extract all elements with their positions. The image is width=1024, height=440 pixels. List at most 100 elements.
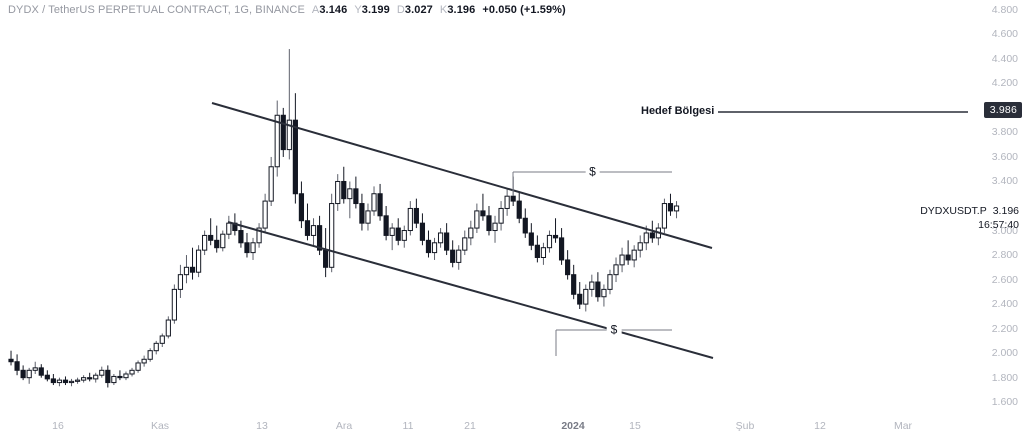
price-change: +0.050 (+1.59%) — [482, 4, 566, 16]
price-tick: 1.800 — [991, 371, 1018, 384]
last-price-value: 3.196 — [992, 205, 1019, 217]
candle-up — [274, 114, 280, 168]
candle-down — [450, 249, 456, 263]
candle-up — [540, 247, 547, 258]
price-tick: 3.400 — [991, 175, 1018, 188]
candle-up — [401, 230, 407, 241]
price-scale[interactable]: 4.800 4.600 4.400 4.200 3.800 3.600 3.400 3.000… — [968, 0, 1024, 412]
candle-down — [510, 195, 516, 202]
candle-up — [504, 195, 510, 209]
candle-down — [359, 203, 365, 224]
candle-down — [208, 234, 214, 241]
candle-up — [643, 232, 649, 244]
candle-up — [583, 288, 589, 305]
candle-down — [38, 367, 44, 376]
candle-down — [516, 200, 522, 219]
last-price-symbol: DYDXUSDT.P — [920, 205, 987, 217]
time-tick: 13 — [256, 420, 268, 432]
candle-down — [8, 358, 14, 363]
trendline-upper-channel[interactable] — [211, 102, 713, 249]
candle-up — [474, 210, 480, 229]
candle-series — [8, 49, 680, 388]
candle-up — [123, 373, 129, 379]
chart-legend[interactable]: DYDX / TetherUS PERPETUAL CONTRACT, 1G, … — [8, 3, 566, 17]
candle-down — [528, 232, 534, 246]
candlestick-canvas — [8, 49, 968, 388]
candle-up — [661, 203, 668, 229]
candle-down — [105, 369, 111, 384]
candle-down — [20, 369, 26, 379]
candle-up — [546, 234, 553, 249]
candle-up — [32, 367, 38, 371]
candle-down — [377, 193, 383, 217]
candle-up — [171, 288, 177, 321]
candle-up — [202, 234, 208, 251]
candle-up — [153, 342, 159, 352]
candle-up — [286, 119, 292, 151]
ohlc-values: A 3.146 Y 3.199 D 3.027 K 3.196 — [312, 3, 482, 17]
candle-up — [589, 281, 595, 290]
price-tick: 2.800 — [991, 249, 1018, 262]
candle-up — [159, 335, 165, 344]
candle-up — [431, 242, 438, 254]
candle-down — [62, 379, 69, 384]
candle-up — [93, 374, 99, 380]
candle-down — [571, 274, 577, 295]
price-tick: 4.800 — [991, 3, 1018, 16]
candle-down — [444, 232, 450, 251]
candle-up — [26, 369, 32, 379]
candle-up — [165, 319, 171, 337]
candle-down — [558, 237, 565, 261]
candle-up — [619, 254, 625, 266]
candle-up — [268, 166, 274, 202]
price-tick: 2.000 — [991, 347, 1018, 360]
candle-up — [129, 369, 135, 375]
time-tick: 2024 — [561, 420, 585, 432]
drawing-tools — [211, 102, 968, 359]
price-tick: 2.200 — [991, 322, 1018, 335]
candle-down — [244, 242, 250, 254]
price-tick: 3.600 — [991, 150, 1018, 163]
candle-down — [14, 361, 20, 371]
ohlc-key-high: Y — [354, 4, 362, 16]
price-tick: 4.600 — [991, 28, 1018, 41]
ohlc-key-low: D — [396, 4, 405, 16]
candle-down — [214, 239, 220, 249]
price-tick: 3.800 — [991, 126, 1018, 139]
candle-down — [44, 374, 50, 380]
candle-up — [492, 222, 498, 232]
candle-up — [250, 242, 256, 254]
ohlc-key-close: K — [439, 4, 448, 16]
candle-down — [419, 222, 426, 241]
time-tick: Ara — [335, 420, 353, 432]
candle-down — [50, 378, 56, 384]
ohlc-value-high: 3.199 — [361, 4, 390, 16]
time-tick: 16 — [52, 420, 64, 432]
candle-down — [383, 215, 389, 236]
candle-down — [238, 230, 244, 244]
time-scale[interactable]: 16 Kas 13 Ara 11 21 2024 15 Şub 12 Mar — [0, 412, 1024, 440]
candle-up — [607, 274, 613, 290]
candle-down — [304, 220, 311, 236]
candle-up — [365, 210, 371, 224]
trendline-lower-channel[interactable] — [227, 221, 714, 359]
target-zone-label[interactable]: Hedef Bölgesi — [641, 105, 715, 117]
candle-up — [347, 188, 353, 200]
time-tick: 11 — [402, 420, 414, 432]
candle-up — [637, 242, 643, 251]
candle-up — [111, 375, 117, 384]
candle-up — [74, 379, 81, 382]
candle-up — [56, 379, 63, 384]
candle-down — [486, 215, 492, 232]
candle-down — [298, 193, 305, 222]
time-tick: 12 — [814, 420, 826, 432]
candle-down — [480, 210, 486, 217]
candle-down — [316, 225, 323, 251]
measured-move-upper-label[interactable]: $ — [585, 165, 600, 179]
measured-move-lower-label[interactable]: $ — [606, 323, 622, 337]
candle-down — [577, 293, 583, 305]
symbol-title[interactable]: DYDX / TetherUS PERPETUAL CONTRACT, 1G, … — [8, 4, 305, 16]
chart-plot-area[interactable] — [0, 0, 968, 412]
candle-up — [310, 225, 317, 236]
